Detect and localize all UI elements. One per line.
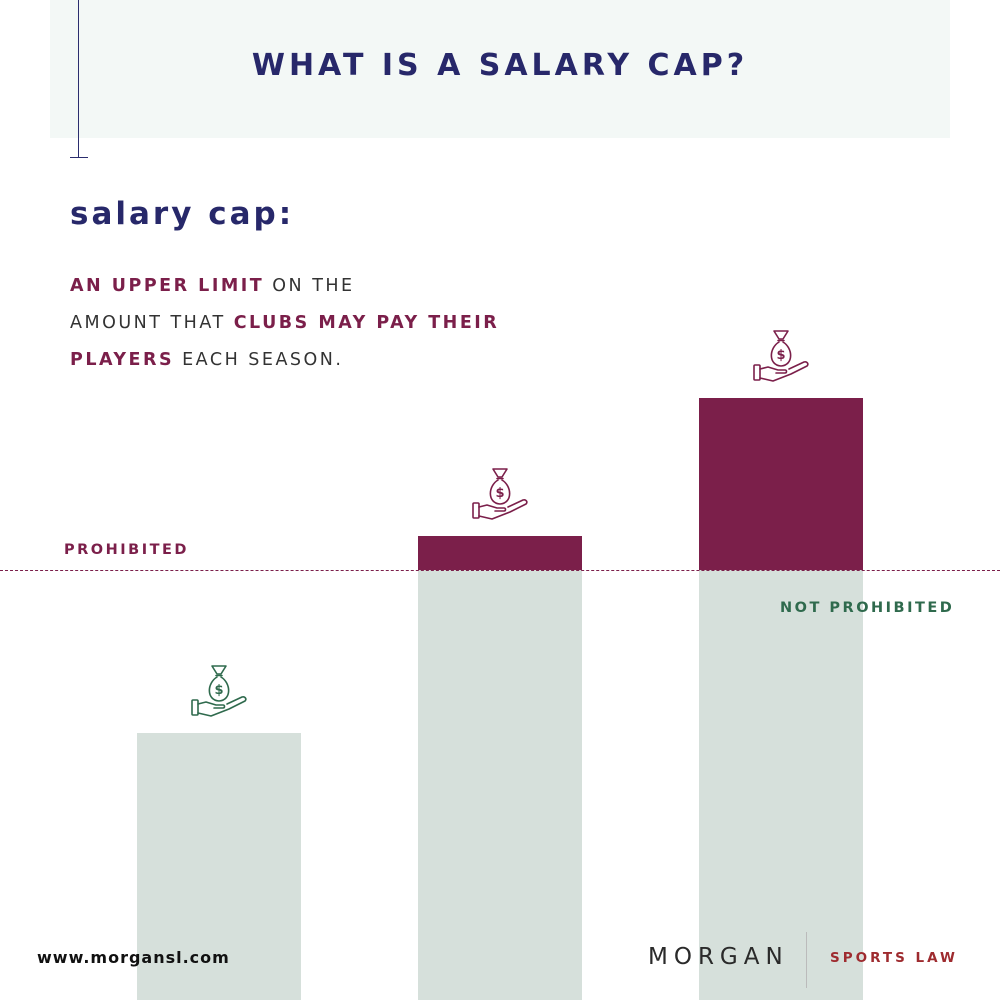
salary-cap-line	[0, 570, 1000, 571]
not-prohibited-label: NOT PROHIBITED	[780, 600, 955, 616]
definition-text: AN UPPER LIMIT ON THE AMOUNT THAT CLUBS …	[70, 268, 610, 379]
prohibited-label: PROHIBITED	[64, 542, 189, 558]
money-bag-hand-icon: $	[751, 326, 811, 386]
definition-term: salary cap:	[70, 196, 295, 232]
payroll-bar-over-cap	[699, 398, 863, 570]
payroll-bar-allowed	[137, 733, 301, 1000]
svg-text:$: $	[495, 486, 504, 501]
logo-wordmark: MORGAN	[648, 944, 789, 970]
definition-line-1: AN UPPER LIMIT ON THE	[70, 268, 610, 305]
payroll-bar-allowed	[699, 570, 863, 1000]
logo-divider	[806, 932, 807, 988]
decorative-line-tick	[70, 157, 88, 158]
definition-line-2: AMOUNT THAT CLUBS MAY PAY THEIR	[70, 305, 610, 342]
svg-text:$: $	[776, 348, 785, 363]
website-url: www.morgansl.com	[37, 948, 230, 967]
header-band	[50, 0, 950, 138]
definition-line-3: PLAYERS EACH SEASON.	[70, 342, 610, 379]
page-title: WHAT IS A SALARY CAP?	[251, 48, 749, 83]
definition-emphasis: AN UPPER LIMIT	[70, 276, 265, 296]
definition-emphasis: CLUBS MAY PAY THEIR	[233, 313, 500, 333]
definition-plain: AMOUNT THAT	[70, 313, 234, 333]
svg-text:$: $	[214, 683, 223, 698]
logo-subtitle: SPORTS LAW	[830, 950, 958, 966]
definition-emphasis: PLAYERS	[70, 350, 175, 370]
payroll-bar-over-cap	[418, 535, 582, 570]
money-bag-hand-icon: $	[470, 464, 530, 524]
definition-plain: EACH SEASON.	[174, 350, 344, 370]
decorative-vertical-line	[78, 0, 79, 158]
definition-plain: ON THE	[264, 276, 355, 296]
money-bag-hand-icon: $	[189, 661, 249, 721]
morgan-sports-law-logo: MORGAN SPORTS LAW	[640, 930, 980, 988]
payroll-bar-allowed	[418, 570, 582, 1000]
